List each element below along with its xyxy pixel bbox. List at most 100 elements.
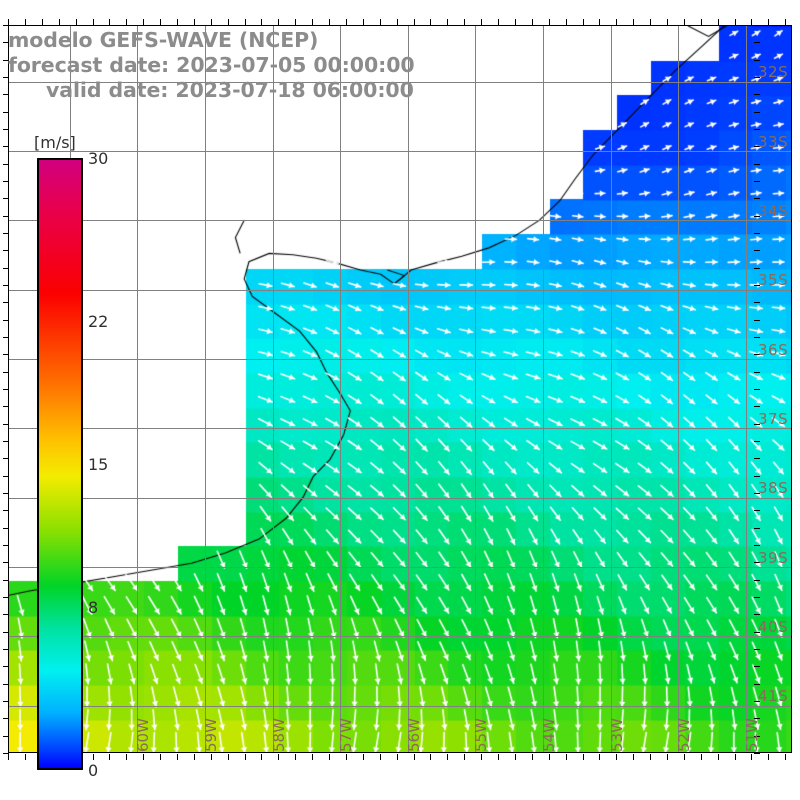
axis-tick (3, 354, 9, 356)
axis-tick (3, 111, 9, 113)
gridline-vertical (137, 26, 139, 752)
axis-tick (734, 19, 736, 25)
longitude-label-60w: 60W (134, 718, 153, 752)
axis-tick (754, 77, 760, 78)
axis-tick (754, 25, 760, 26)
axis-tick (754, 181, 760, 182)
axis-tick (8, 754, 9, 760)
axis-tick (430, 754, 432, 760)
axis-tick (75, 19, 77, 25)
axis-tick (754, 94, 760, 96)
gridline-vertical (205, 26, 206, 752)
axis-tick (754, 597, 760, 598)
axis-tick (143, 754, 145, 760)
axis-tick (650, 19, 652, 25)
gridline-vertical (610, 26, 612, 752)
axis-tick (3, 735, 9, 737)
axis-tick (754, 735, 760, 737)
axis-tick (177, 19, 178, 25)
axis-tick (3, 146, 9, 148)
axis-tick (650, 754, 652, 760)
axis-tick (160, 754, 162, 760)
colorbar-gradient (37, 158, 83, 770)
axis-tick (531, 754, 533, 760)
gridline-vertical (475, 26, 477, 752)
axis-tick (430, 19, 432, 25)
axis-tick (754, 337, 760, 338)
axis-tick (24, 19, 26, 25)
latitude-label-41s: 41S (758, 687, 789, 706)
axis-tick (754, 319, 760, 321)
axis-tick (754, 389, 760, 390)
axis-tick (3, 597, 9, 598)
gridline-vertical (340, 26, 342, 752)
colorbar-tick-22: 22 (88, 312, 109, 332)
axis-tick (754, 129, 760, 130)
axis-tick (754, 753, 760, 754)
axis-tick (3, 42, 9, 44)
axis-tick (3, 579, 9, 581)
axis-tick (616, 754, 618, 760)
wind-vector-arrows-layer (9, 26, 791, 752)
axis-tick (3, 371, 9, 373)
axis-tick (754, 493, 760, 494)
longitude-label-57w: 57W (337, 718, 356, 752)
axis-tick (667, 754, 668, 760)
axis-tick (244, 754, 246, 760)
axis-tick (3, 250, 9, 252)
axis-tick (126, 754, 128, 760)
axis-tick (754, 285, 760, 286)
axis-tick (754, 250, 760, 252)
chart-title-block: modelo GEFS-WAVE (NCEP) forecast date: 2… (0, 28, 520, 103)
axis-tick (754, 198, 760, 200)
gridline-vertical (407, 26, 409, 752)
latitude-label-39s: 39S (758, 548, 789, 567)
axis-tick (498, 19, 499, 25)
axis-tick (210, 19, 212, 25)
axis-tick (143, 19, 145, 25)
valid-date-label: valid date: 2023-07-18 06:00:00 (46, 78, 414, 102)
axis-tick (481, 754, 483, 760)
axis-tick (785, 19, 787, 25)
axis-tick (379, 754, 381, 760)
axis-tick (754, 649, 760, 650)
axis-tick (3, 389, 9, 390)
left-axis-ticks (0, 25, 9, 754)
axis-tick (754, 42, 760, 44)
axis-tick (754, 233, 760, 234)
axis-tick (754, 406, 760, 408)
axis-tick (193, 19, 195, 25)
axis-tick (24, 754, 26, 760)
gridline-horizontal (9, 428, 791, 430)
gridline-vertical (678, 26, 680, 752)
axis-tick (717, 19, 719, 25)
axis-tick (58, 19, 60, 25)
axis-tick (751, 19, 753, 25)
axis-tick (548, 19, 550, 25)
axis-tick (3, 441, 9, 442)
gridline-horizontal (9, 497, 791, 499)
axis-tick (582, 19, 584, 25)
longitude-label-56w: 56W (404, 718, 423, 752)
axis-tick (754, 423, 760, 425)
gridline-vertical (542, 26, 544, 752)
axis-tick (261, 754, 263, 760)
gridline-horizontal (9, 358, 791, 360)
latitude-label-38s: 38S (758, 479, 789, 498)
axis-tick (768, 19, 770, 25)
axis-tick (464, 754, 466, 760)
latitude-label-37s: 37S (758, 410, 789, 429)
gridline-horizontal (9, 150, 791, 152)
axis-tick (295, 19, 297, 25)
gridline-horizontal (9, 289, 791, 291)
axis-tick (734, 754, 736, 760)
axis-tick (345, 19, 347, 25)
axis-tick (683, 19, 685, 25)
axis-tick (3, 267, 9, 269)
axis-tick (278, 19, 280, 25)
axis-tick (498, 754, 499, 760)
axis-tick (193, 754, 195, 760)
axis-tick (3, 683, 9, 685)
axis-tick (754, 701, 760, 702)
axis-tick (754, 579, 760, 581)
